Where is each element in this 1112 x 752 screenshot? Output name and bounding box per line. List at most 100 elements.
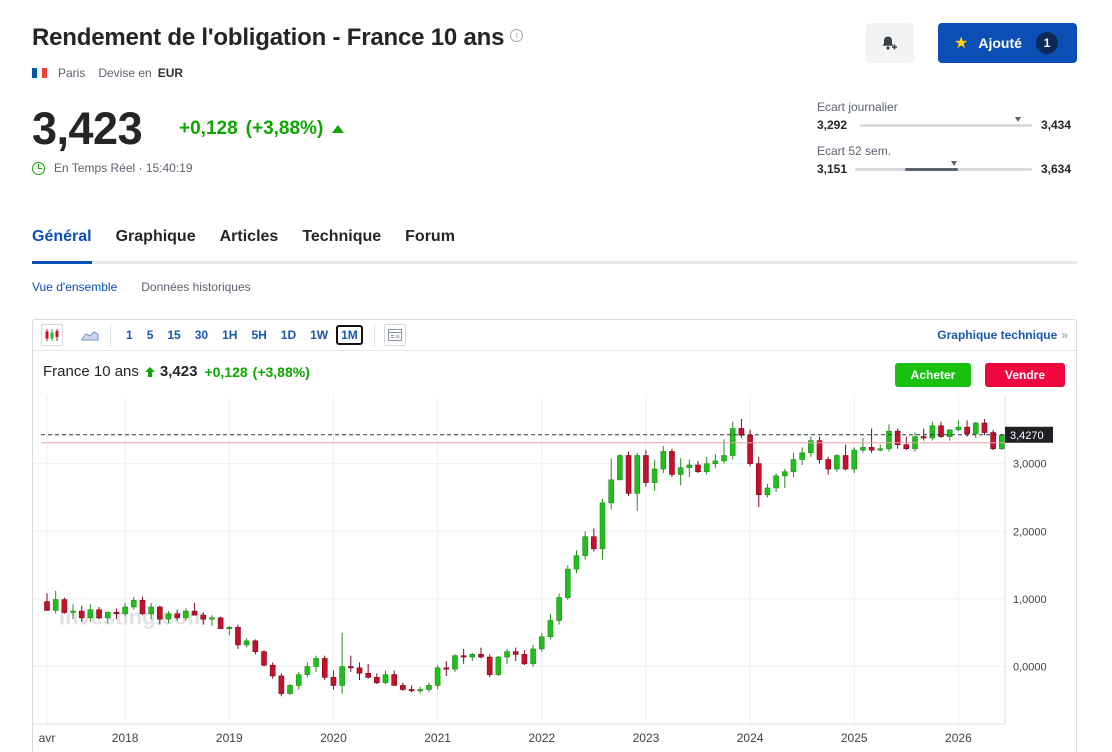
tab-general[interactable]: Général	[32, 228, 92, 245]
page-title: Rendement de l'obligation - France 10 an…	[32, 24, 524, 52]
y-tick-label: 2,0000	[1013, 526, 1047, 538]
daily-range-track	[860, 124, 1032, 127]
timeframe-1m[interactable]: 1M	[336, 325, 363, 345]
buy-button[interactable]: Acheter	[895, 363, 971, 387]
candle-body	[860, 447, 866, 451]
candle-body	[165, 613, 172, 620]
candle-body	[330, 677, 337, 686]
tab-forum[interactable]: Forum	[405, 228, 455, 245]
candle-body	[877, 448, 884, 451]
candle-body	[764, 487, 771, 496]
watchlist-added-button[interactable]: ★ Ajouté 1	[938, 23, 1077, 63]
sell-button[interactable]: Vendre	[985, 363, 1065, 387]
timeframe-1h[interactable]: 1H	[222, 328, 238, 342]
area-chart-icon[interactable]	[79, 324, 101, 346]
timeframe-5h[interactable]: 5H	[251, 328, 267, 342]
candle-body	[148, 606, 154, 615]
toolbar-separator	[373, 324, 375, 346]
legend-change: +0,128	[204, 363, 248, 380]
candle-body	[964, 426, 970, 435]
info-icon[interactable]: i	[510, 29, 524, 43]
candle-body	[990, 432, 996, 450]
candle-body	[339, 666, 345, 686]
x-tick-label: 2023	[633, 731, 660, 745]
candlestick-chart[interactable]: Investing.com3,42700,00001,00002,00003,0…	[33, 396, 1076, 752]
candle-body	[183, 610, 189, 619]
realtime-status: En Temps Réel · 15:40:19	[32, 161, 193, 175]
candle-body	[295, 674, 302, 686]
last-price: 3,423	[32, 103, 143, 154]
candle-body	[834, 455, 840, 470]
candle-body	[825, 459, 832, 470]
candle-body	[70, 610, 76, 613]
currency-label: Devise en	[98, 66, 152, 80]
current-price-tag	[1005, 426, 1053, 443]
technical-chart-label: Graphique technique	[937, 328, 1058, 342]
week52-range-high: 3,634	[1041, 162, 1072, 176]
candle-body	[226, 626, 233, 629]
candle-body	[608, 479, 615, 504]
candle-body	[495, 656, 502, 675]
legend-price: 3,423	[159, 363, 198, 380]
timeframe-1d[interactable]: 1D	[280, 328, 297, 342]
indicators-panel-icon[interactable]	[383, 324, 406, 346]
candle-body	[686, 464, 693, 468]
candle-body	[269, 664, 276, 677]
candle-body	[972, 422, 979, 435]
candlestick-icon[interactable]	[41, 324, 63, 346]
candle-body	[426, 685, 432, 690]
candle-body	[677, 467, 684, 475]
candle-body	[391, 674, 398, 686]
instrument-meta: Paris Devise en EUR	[32, 66, 183, 80]
technical-chart-link[interactable]: Graphique technique»	[937, 328, 1068, 342]
candle-body	[417, 689, 424, 692]
candle-body	[278, 675, 285, 694]
candle-body	[538, 636, 545, 650]
timeframe-30[interactable]: 30	[194, 328, 209, 342]
subtab-historical-data[interactable]: Données historiques	[141, 280, 251, 294]
watchlist-count-badge: 1	[1035, 32, 1058, 54]
candle-body	[591, 536, 597, 550]
candle-body	[929, 425, 936, 439]
up-arrow-icon	[144, 366, 155, 377]
x-tick-label: 2024	[737, 731, 764, 745]
add-alert-button[interactable]	[866, 23, 914, 63]
chart-widget: 1 5 15 30 1H 5H 1D 1W 1M Graphique techn…	[32, 319, 1077, 752]
candle-body	[998, 434, 1005, 450]
tab-divider	[32, 261, 1077, 264]
candle-body	[252, 640, 259, 652]
x-tick-label: 2019	[216, 731, 243, 745]
candle-body	[669, 451, 675, 475]
timeframe-1[interactable]: 1	[126, 328, 133, 342]
y-tick-label: 3,0000	[1013, 459, 1047, 471]
timeframe-1w[interactable]: 1W	[310, 328, 329, 342]
candle-body	[573, 555, 580, 570]
timeframe-5[interactable]: 5	[146, 328, 154, 342]
candle-body	[721, 455, 727, 462]
candle-body	[131, 599, 137, 608]
exchange-name: Paris	[58, 66, 86, 80]
candle-body	[469, 654, 476, 658]
candle-body	[729, 428, 736, 456]
y-tick-label: 1,0000	[1013, 594, 1047, 606]
x-tick-label: 2026	[945, 731, 972, 745]
timeframe-15[interactable]: 15	[167, 328, 181, 342]
candle-body	[790, 459, 797, 473]
tab-chart[interactable]: Graphique	[115, 228, 196, 245]
candle-body	[599, 502, 606, 550]
candle-body	[712, 460, 719, 464]
candle-body	[547, 620, 554, 638]
candle-body	[87, 609, 94, 619]
tab-articles[interactable]: Articles	[219, 228, 279, 245]
candle-body	[400, 685, 406, 690]
candle-body	[261, 651, 267, 666]
candle-body	[617, 455, 623, 481]
x-tick-label: avr	[39, 731, 56, 745]
candle-body	[512, 651, 519, 655]
subtab-overview[interactable]: Vue d'ensemble	[32, 280, 118, 294]
week52-range-fill	[904, 168, 958, 171]
daily-range-low: 3,292	[817, 118, 848, 132]
candle-body	[651, 468, 658, 483]
tab-technical[interactable]: Technique	[302, 228, 382, 245]
candle-body	[504, 651, 510, 658]
